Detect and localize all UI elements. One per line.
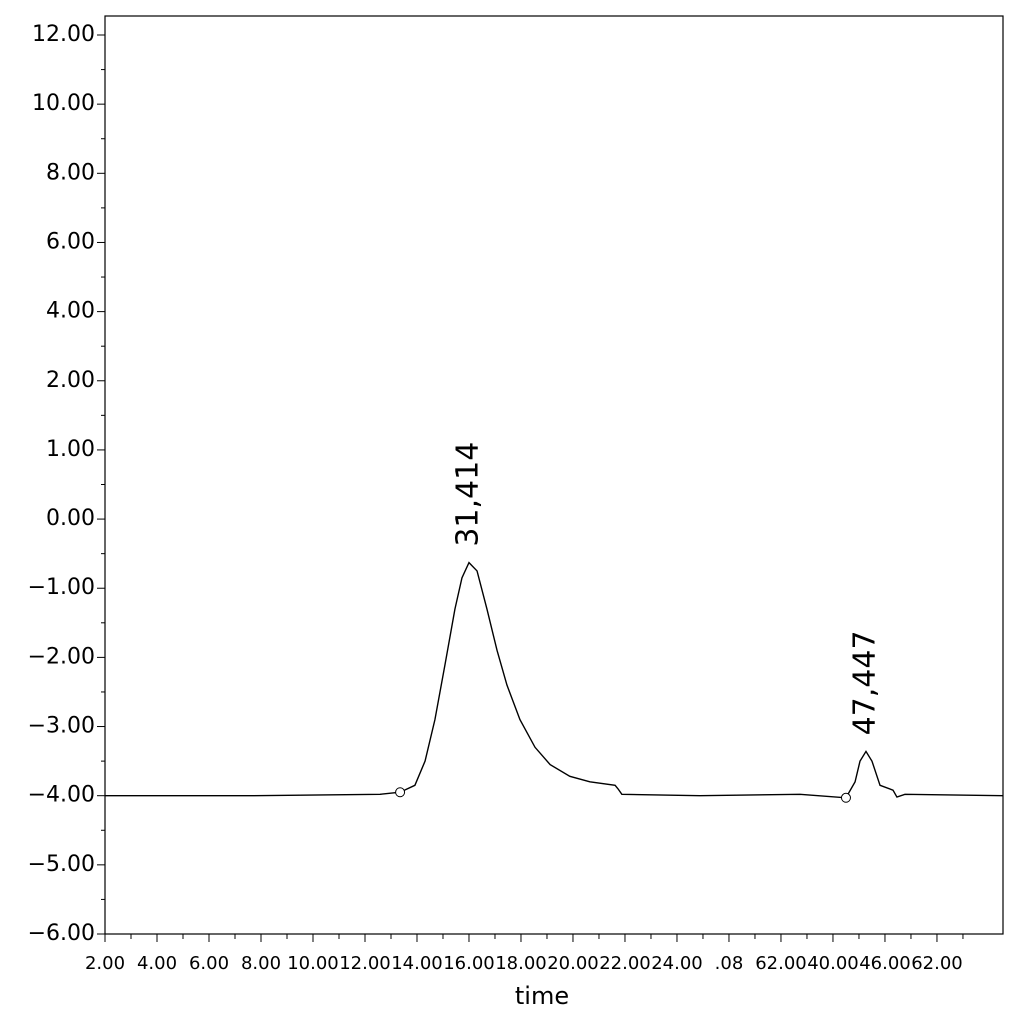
x-tick-label: 24.00 bbox=[651, 953, 703, 974]
y-tick-label: −2.00 bbox=[28, 644, 95, 669]
x-tick-label: 62.00 bbox=[911, 953, 963, 974]
y-tick-label: 4.00 bbox=[46, 299, 95, 324]
x-tick-label: .08 bbox=[715, 953, 744, 974]
x-tick-label: 14.00 bbox=[391, 953, 443, 974]
x-tick-label: 62.00 bbox=[755, 953, 807, 974]
peak-boundary-marker bbox=[840, 792, 851, 803]
trace bbox=[105, 561, 1004, 799]
x-tick-label: 10.00 bbox=[287, 953, 339, 974]
y-tick-label: 2.00 bbox=[46, 368, 95, 393]
y-tick-label: −4.00 bbox=[28, 783, 95, 808]
y-tick-label: 6.00 bbox=[46, 229, 95, 254]
y-tick-label: 0.00 bbox=[46, 506, 95, 531]
x-tick-label: 18.00 bbox=[495, 953, 547, 974]
y-tick-label: −1.00 bbox=[28, 575, 95, 600]
y-tick-label: 1.00 bbox=[46, 437, 95, 462]
peak-boundary-marker bbox=[395, 787, 406, 798]
y-tick-label: 8.00 bbox=[46, 160, 95, 185]
peak-annotation: 31,414 bbox=[450, 442, 485, 547]
x-axis-label: time bbox=[515, 982, 569, 1010]
x-tick-label: 12.00 bbox=[339, 953, 391, 974]
y-tick-label: 12.00 bbox=[32, 22, 95, 47]
plot-frame bbox=[104, 15, 1004, 935]
y-tick-label: −5.00 bbox=[28, 852, 95, 877]
x-tick-label: 46.00 bbox=[859, 953, 911, 974]
y-tick-label: −6.00 bbox=[28, 921, 95, 946]
x-tick-label: 40.00 bbox=[807, 953, 859, 974]
x-tick-label: 22.00 bbox=[599, 953, 651, 974]
x-tick-label: 4.00 bbox=[137, 953, 177, 974]
y-tick-label: 10.00 bbox=[32, 91, 95, 116]
x-tick-label: 8.00 bbox=[241, 953, 281, 974]
y-tick-label: −3.00 bbox=[28, 714, 95, 739]
x-tick-label: 16.00 bbox=[443, 953, 495, 974]
x-tick-label: 20.00 bbox=[547, 953, 599, 974]
x-tick-label: 6.00 bbox=[189, 953, 229, 974]
peak-annotation: 47,447 bbox=[847, 630, 882, 735]
x-tick-label: 2.00 bbox=[85, 953, 125, 974]
